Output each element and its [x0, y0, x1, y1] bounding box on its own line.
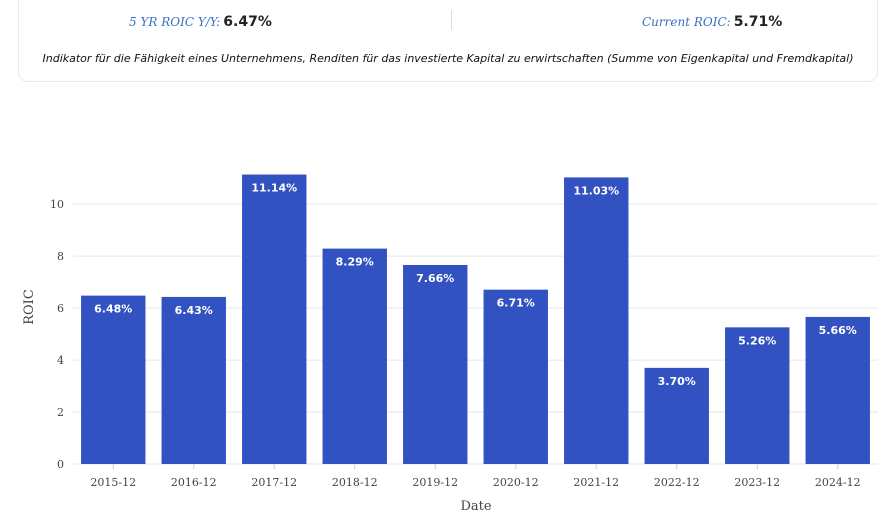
bar-value-label: 5.26%: [738, 334, 776, 347]
summary-card: 5 YR ROIC Y/Y: 6.47% Current ROIC: 5.71% I…: [18, 0, 878, 82]
bar-value-label: 6.48%: [94, 303, 132, 316]
bars: [81, 174, 870, 465]
x-tick-label: 2017-12: [251, 476, 297, 489]
stat-divider: [451, 10, 452, 30]
x-tick-label: 2018-12: [332, 476, 378, 489]
bar-value-label: 3.70%: [658, 375, 696, 388]
bar-value-label: 6.71%: [497, 297, 535, 310]
x-tick-label: 2016-12: [171, 476, 217, 489]
bar[interactable]: [805, 316, 870, 464]
bar[interactable]: [242, 174, 307, 465]
current-roic-label: Current ROIC:: [642, 15, 731, 29]
bar-value-label: 11.03%: [573, 184, 619, 197]
x-tick-label: 2022-12: [654, 476, 700, 489]
y-tick-label: 8: [57, 250, 64, 263]
bar[interactable]: [483, 289, 548, 464]
x-tick-label: 2024-12: [815, 476, 861, 489]
bar[interactable]: [725, 327, 790, 464]
y-tick-label: 6: [57, 302, 64, 315]
bar[interactable]: [322, 248, 387, 464]
bar[interactable]: [403, 264, 468, 464]
bar-value-label: 8.29%: [336, 256, 374, 269]
bar[interactable]: [81, 295, 146, 464]
bar-value-label: 11.14%: [251, 182, 297, 195]
y-axis-ticks: 0 2 4 6 8 10: [50, 198, 64, 471]
five-year-roic-value: 6.47%: [223, 14, 272, 30]
y-axis-title: ROIC: [22, 289, 37, 325]
data-labels: 6.48% 6.43% 11.14% 8.29% 7.66% 6.71% 11.03% 3.7…: [94, 182, 857, 388]
roic-description: Indikator für die Fähigkeit eines Untern…: [42, 52, 854, 65]
x-tick-label: 2015-12: [90, 476, 136, 489]
x-tick-label: 2023-12: [734, 476, 780, 489]
x-axis-title: Date: [460, 499, 491, 514]
bar[interactable]: [564, 177, 629, 464]
bar[interactable]: [161, 296, 226, 464]
y-tick-label: 2: [57, 406, 64, 419]
x-tick-label: 2020-12: [493, 476, 539, 489]
x-tick-label: 2021-12: [573, 476, 619, 489]
bar[interactable]: [644, 367, 709, 464]
bar-value-label: 5.66%: [819, 324, 857, 337]
x-axis-ticks: 2015-12 2016-12 2017-12 2018-12 2019-12 2020-…: [90, 464, 861, 489]
y-tick-label: 0: [57, 458, 64, 471]
bar-value-label: 6.43%: [175, 304, 213, 317]
current-roic-value: 5.71%: [733, 14, 783, 30]
x-tick-label: 2019-12: [412, 476, 458, 489]
five-year-roic-stat: 5 YR ROIC Y/Y: 6.47%: [129, 14, 272, 30]
y-tick-label: 10: [50, 198, 64, 211]
five-year-roic-label: 5 YR ROIC Y/Y:: [129, 15, 221, 29]
current-roic-stat: Current ROIC: 5.71%: [642, 14, 782, 30]
y-tick-label: 4: [57, 354, 64, 367]
bar-value-label: 7.66%: [416, 272, 454, 285]
